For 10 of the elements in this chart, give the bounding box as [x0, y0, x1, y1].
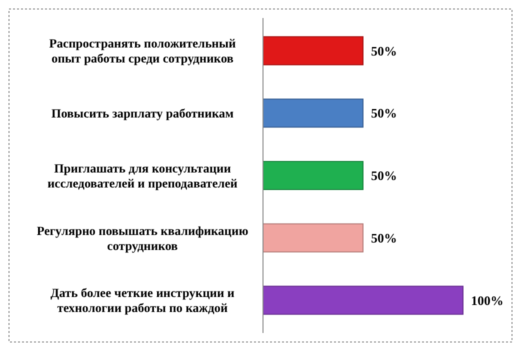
data-label: 50%: [371, 106, 397, 121]
y-tick-label: Повысить зарплату работникам: [51, 106, 234, 120]
y-tick-label: Регулярно повышать квалификацию сотрудников: [36, 224, 249, 253]
y-tick-label: Распространять положительный опыт работы среди сотрудников: [49, 36, 236, 66]
data-label: 50%: [371, 43, 397, 58]
y-tick-label: Приглашать для консультации исследователей и преподавателей: [47, 161, 238, 190]
y-tick-label: Дать более четкие инструкции и технологии работы по каждой: [50, 286, 235, 316]
data-label: 50%: [371, 168, 397, 184]
data-label: 100%: [471, 292, 504, 308]
data-label: 50%: [371, 230, 397, 246]
